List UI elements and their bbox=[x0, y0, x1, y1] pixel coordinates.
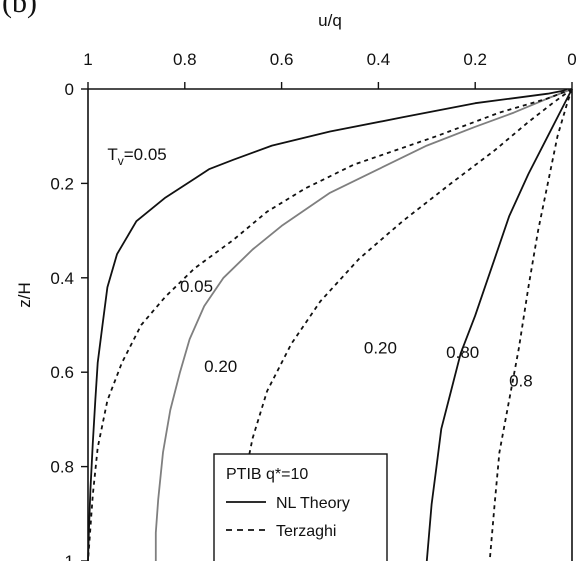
y-tick-label: 0.6 bbox=[50, 363, 74, 382]
y-axis-label: z/H bbox=[15, 282, 34, 308]
legend-title: PTIB q*=10 bbox=[226, 466, 308, 483]
series-line-2 bbox=[154, 88, 573, 561]
curve-label: 0.8 bbox=[509, 371, 533, 390]
legend-entry: Terzaghi bbox=[276, 523, 336, 540]
legend-entry: NL Theory bbox=[276, 495, 350, 512]
curve-label: 0.80 bbox=[446, 343, 479, 362]
series-line-3 bbox=[425, 88, 573, 561]
plot-area bbox=[87, 88, 573, 561]
x-tick-label: 1 bbox=[83, 50, 92, 69]
x-tick-label: 0.8 bbox=[173, 50, 197, 69]
y-tick-label: 0 bbox=[65, 80, 74, 99]
curve-label: Tv=0.05 bbox=[107, 145, 166, 168]
x-tick-label: 0.4 bbox=[367, 50, 391, 69]
curve-label: 0.20 bbox=[204, 357, 237, 376]
y-tick-label: 0.2 bbox=[50, 174, 74, 193]
series-line-6 bbox=[488, 88, 573, 561]
x-tick-label: 0.2 bbox=[463, 50, 487, 69]
panel-label: (b) bbox=[2, 0, 37, 19]
series-line-1 bbox=[87, 88, 573, 561]
x-axis-label: u/q bbox=[318, 11, 342, 30]
y-tick-label: 0.8 bbox=[50, 458, 74, 477]
y-tick-label: 0.4 bbox=[50, 269, 74, 288]
x-tick-label: 0 bbox=[567, 50, 576, 69]
curve-label: 0.05 bbox=[180, 277, 213, 296]
curve-label: 0.20 bbox=[364, 338, 397, 357]
legend-box bbox=[213, 453, 388, 561]
x-tick-label: 0.6 bbox=[270, 50, 294, 69]
y-tick-label: 1 bbox=[65, 552, 74, 561]
legend: PTIB q*=10 NL Theory Terzaghi bbox=[213, 453, 388, 561]
annotations-group: Tv=0.05 0.05 0.20 0.20 0.80 0.8 bbox=[107, 145, 532, 391]
